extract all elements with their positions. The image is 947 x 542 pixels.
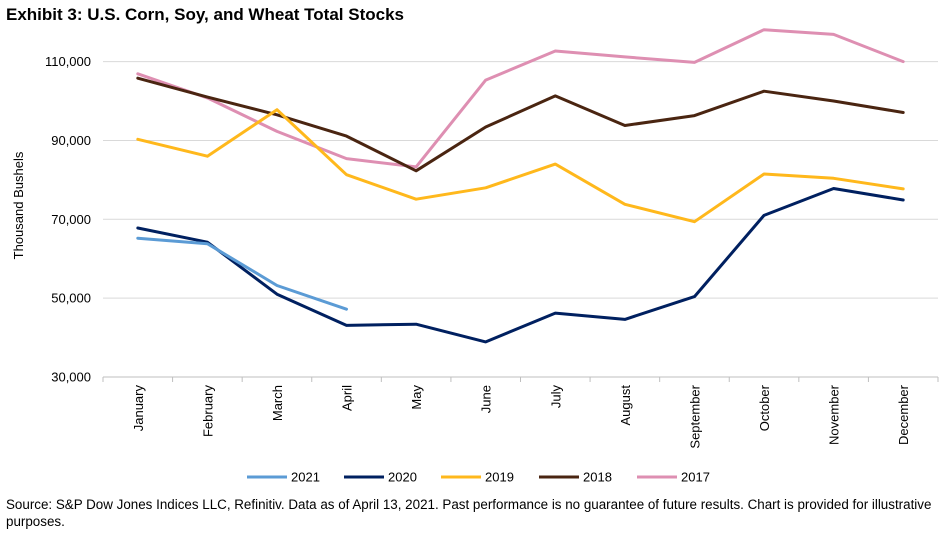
chart-title: Exhibit 3: U.S. Corn, Soy, and Wheat Tot…: [6, 5, 404, 24]
y-tick-label: 110,000: [45, 54, 91, 69]
x-tick-label: May: [409, 385, 424, 410]
y-tick-label: 90,000: [51, 133, 91, 148]
legend: 2021 2020 2019 2018 2017: [247, 470, 710, 485]
legend-label: 2017: [681, 470, 710, 485]
x-tick-label: March: [270, 385, 285, 421]
y-axis-ticks: 30,000 50,000 70,000 90,000 110,000: [45, 54, 91, 384]
source-note: Source: S&P Dow Jones Indices LLC, Refin…: [6, 497, 932, 529]
legend-label: 2021: [291, 470, 320, 485]
x-axis-ticks: January February March April May June July Augu…: [102, 377, 939, 449]
x-tick-label: September: [687, 384, 702, 448]
series-line-2021: [136, 236, 348, 311]
x-tick-label: July: [548, 385, 563, 409]
legend-label: 2018: [583, 470, 612, 485]
x-tick-label: October: [757, 384, 772, 431]
series-line-2019: [136, 108, 905, 224]
x-tick-label: June: [479, 385, 494, 413]
series-line-2018: [136, 76, 905, 173]
x-tick-label: November: [827, 384, 842, 445]
y-axis-title: Thousand Bushels: [11, 151, 26, 259]
x-tick-label: February: [200, 385, 215, 438]
gridlines: [103, 61, 938, 299]
series-lines: [136, 28, 905, 344]
x-tick-label: April: [340, 385, 355, 411]
x-tick-label: August: [618, 385, 633, 426]
y-tick-label: 30,000: [51, 370, 91, 385]
y-tick-label: 50,000: [51, 291, 91, 306]
y-tick-label: 70,000: [51, 212, 91, 227]
x-tick-label: January: [131, 385, 146, 432]
x-tick-label: December: [896, 384, 911, 445]
series-line-2017: [136, 28, 905, 169]
legend-label: 2020: [388, 470, 417, 485]
legend-label: 2019: [485, 470, 514, 485]
series-line-2020: [136, 187, 905, 344]
